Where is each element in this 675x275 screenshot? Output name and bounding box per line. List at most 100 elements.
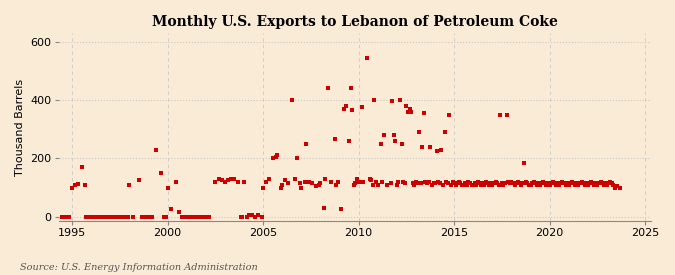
Point [320,177,331,181]
Point [271,155,281,159]
Point [487,182,497,187]
Point [439,130,450,134]
Point [237,214,248,219]
Point [570,182,580,187]
Point [450,182,461,187]
Point [361,56,372,60]
Point [143,214,154,219]
Point [127,214,138,219]
Point [472,180,483,184]
Point [490,180,501,184]
Point [286,98,297,102]
Point [253,213,264,218]
Point [170,180,181,184]
Point [60,214,71,219]
Point [533,181,544,185]
Point [350,181,360,185]
Point [414,130,425,134]
Point [353,180,364,184]
Point [578,181,589,185]
Point [315,181,326,185]
Point [63,214,74,219]
Point [344,139,354,143]
Point [229,177,240,181]
Point [566,180,577,184]
Point [417,144,428,149]
Point [539,181,550,185]
Point [86,214,97,219]
Point [300,142,311,146]
Point [412,181,423,185]
Point [504,181,515,185]
Point [415,181,426,185]
Point [541,182,552,187]
Point [264,177,275,181]
Point [597,181,608,185]
Point [84,214,95,219]
Point [105,214,115,219]
Point [280,178,291,182]
Point [97,214,107,219]
Point [482,181,493,185]
Point [140,214,151,219]
Point [299,180,310,184]
Point [427,182,437,187]
Point [457,182,468,187]
Point [514,181,525,185]
Point [584,181,595,185]
Point [448,180,458,184]
Point [250,214,261,219]
Point [454,180,464,184]
Point [583,182,593,187]
Point [485,181,496,185]
Point [258,185,269,190]
Point [124,182,135,187]
Point [547,180,558,184]
Point [598,182,609,187]
Point [589,182,599,187]
Point [393,180,404,184]
Point [200,214,211,219]
Point [176,214,187,219]
Point [557,180,568,184]
Point [275,185,286,190]
Point [512,180,523,184]
Point [592,182,603,187]
Point [498,182,509,187]
Point [579,182,590,187]
Point [159,214,169,219]
Point [449,181,460,185]
Point [345,86,356,90]
Point [572,181,583,185]
Point [549,181,560,185]
Point [407,181,418,185]
Point [398,180,408,184]
Point [385,181,396,185]
Point [216,178,227,182]
Point [162,185,173,190]
Point [375,142,386,146]
Point [94,214,105,219]
Point [219,180,230,184]
Point [210,180,221,184]
Point [556,181,566,185]
Point [290,177,300,181]
Point [595,180,606,184]
Point [452,181,463,185]
Point [267,156,278,161]
Point [455,181,466,185]
Point [601,182,612,187]
Point [418,111,429,115]
Point [437,182,448,187]
Point [608,182,619,187]
Point [335,207,346,211]
Point [223,178,234,182]
Point [428,181,439,185]
Point [283,181,294,185]
Point [510,182,520,187]
Point [406,109,416,114]
Point [464,181,475,185]
Point [151,147,162,152]
Point [347,108,358,112]
Point [568,181,579,185]
